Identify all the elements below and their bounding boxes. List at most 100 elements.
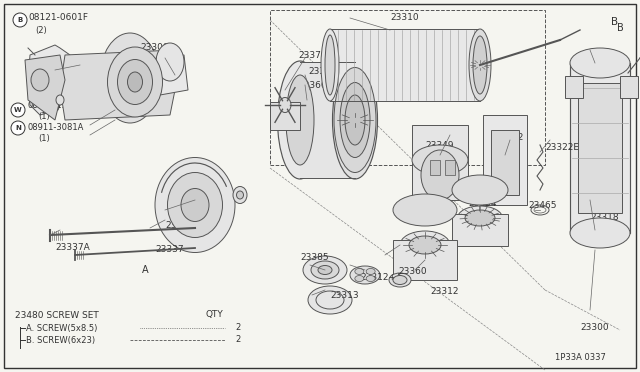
- Text: 23318: 23318: [590, 214, 619, 222]
- Ellipse shape: [340, 83, 370, 157]
- Ellipse shape: [56, 95, 64, 105]
- Ellipse shape: [233, 186, 247, 203]
- Bar: [565, 76, 583, 98]
- Ellipse shape: [473, 36, 487, 94]
- Ellipse shape: [458, 206, 502, 230]
- Text: 23338: 23338: [165, 221, 194, 230]
- Ellipse shape: [303, 256, 347, 284]
- Text: 23300: 23300: [580, 324, 609, 333]
- Ellipse shape: [412, 145, 468, 175]
- Text: (1): (1): [38, 112, 50, 121]
- Text: A: A: [141, 265, 148, 275]
- Bar: [570, 63, 630, 233]
- Ellipse shape: [325, 35, 335, 95]
- Text: 23312+A: 23312+A: [360, 273, 402, 282]
- Text: A. SCREW(5x8.5): A. SCREW(5x8.5): [26, 324, 97, 333]
- Ellipse shape: [278, 61, 323, 179]
- Bar: [270, 10, 545, 165]
- Bar: [412, 125, 468, 200]
- Bar: [483, 115, 527, 205]
- Bar: [430, 160, 440, 175]
- Bar: [393, 240, 457, 280]
- Bar: [620, 76, 638, 98]
- Ellipse shape: [334, 67, 376, 173]
- Text: 23322E: 23322E: [545, 144, 579, 153]
- Text: 23310: 23310: [390, 13, 419, 22]
- Ellipse shape: [321, 29, 339, 101]
- Ellipse shape: [469, 29, 491, 101]
- Ellipse shape: [155, 157, 235, 253]
- Ellipse shape: [333, 61, 378, 179]
- Ellipse shape: [452, 175, 508, 205]
- Ellipse shape: [237, 191, 243, 199]
- Polygon shape: [60, 50, 180, 120]
- Text: 23312: 23312: [430, 288, 458, 296]
- Polygon shape: [28, 45, 70, 115]
- Text: 08911-3081A: 08911-3081A: [28, 122, 84, 131]
- Polygon shape: [25, 55, 65, 120]
- Text: 2: 2: [235, 324, 240, 333]
- Ellipse shape: [400, 231, 450, 259]
- Ellipse shape: [311, 261, 339, 279]
- Text: 23360: 23360: [398, 267, 427, 276]
- Polygon shape: [330, 29, 480, 101]
- Polygon shape: [300, 62, 355, 178]
- Bar: [578, 83, 622, 213]
- Text: W: W: [14, 107, 22, 113]
- Ellipse shape: [127, 72, 143, 92]
- Ellipse shape: [279, 97, 291, 112]
- Polygon shape: [156, 55, 188, 95]
- Ellipse shape: [465, 210, 495, 226]
- Text: 23360: 23360: [298, 80, 326, 90]
- Ellipse shape: [31, 69, 49, 91]
- Ellipse shape: [168, 173, 223, 237]
- Ellipse shape: [100, 33, 160, 123]
- Text: 1P33A 0337: 1P33A 0337: [555, 353, 606, 362]
- Ellipse shape: [286, 75, 314, 165]
- Text: QTY: QTY: [205, 311, 223, 320]
- Ellipse shape: [393, 194, 457, 226]
- Circle shape: [13, 13, 27, 27]
- Ellipse shape: [421, 150, 459, 200]
- Text: B. SCREW(6x23): B. SCREW(6x23): [26, 336, 95, 344]
- Ellipse shape: [345, 95, 365, 145]
- Text: N: N: [15, 125, 21, 131]
- Ellipse shape: [355, 269, 364, 275]
- Text: 2: 2: [235, 336, 240, 344]
- Text: 23349: 23349: [425, 141, 454, 150]
- Ellipse shape: [318, 266, 332, 275]
- Ellipse shape: [181, 189, 209, 221]
- Text: 23313: 23313: [330, 291, 358, 299]
- Ellipse shape: [366, 276, 375, 282]
- Ellipse shape: [350, 266, 380, 284]
- Bar: [445, 160, 455, 175]
- Ellipse shape: [409, 236, 441, 254]
- Text: (1): (1): [38, 134, 50, 142]
- Text: 23302: 23302: [308, 67, 337, 77]
- Text: 23480 SCREW SET: 23480 SCREW SET: [15, 311, 99, 320]
- Ellipse shape: [570, 218, 630, 248]
- Text: 23337: 23337: [155, 246, 184, 254]
- Ellipse shape: [355, 276, 364, 282]
- Bar: [491, 130, 519, 195]
- Ellipse shape: [366, 269, 375, 275]
- Text: 23465: 23465: [528, 201, 557, 209]
- Text: 23300: 23300: [140, 42, 168, 51]
- Text: B: B: [611, 17, 619, 27]
- Circle shape: [11, 121, 25, 135]
- Circle shape: [11, 103, 25, 117]
- Bar: [270, 102, 300, 130]
- Ellipse shape: [118, 60, 152, 105]
- Ellipse shape: [108, 47, 163, 117]
- Text: B: B: [17, 17, 22, 23]
- Text: B: B: [616, 23, 623, 33]
- Ellipse shape: [389, 273, 411, 287]
- Text: 23337A: 23337A: [55, 244, 90, 253]
- Text: 23322: 23322: [495, 132, 524, 141]
- Text: 08915-1381A: 08915-1381A: [28, 100, 84, 109]
- Ellipse shape: [156, 43, 184, 81]
- Text: 23378: 23378: [298, 51, 326, 60]
- Text: 23354: 23354: [468, 199, 497, 208]
- Bar: [452, 214, 508, 246]
- Text: 08121-0601F: 08121-0601F: [28, 13, 88, 22]
